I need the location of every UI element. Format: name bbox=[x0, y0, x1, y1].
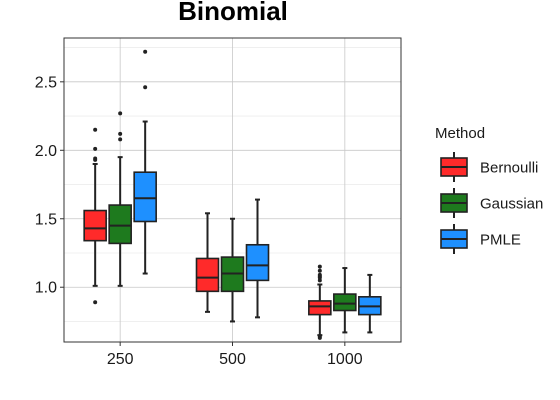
y-tick-label: 2.0 bbox=[35, 143, 57, 160]
box-bernoulli-500 bbox=[195, 212, 220, 313]
box-pmle-500 bbox=[245, 198, 270, 319]
plot-border bbox=[63, 37, 402, 343]
outlier-point bbox=[93, 127, 98, 132]
plot-area: 1.0 1.5 2.0 2.5 250 500 1000 bbox=[35, 37, 402, 368]
outlier-point bbox=[143, 85, 148, 90]
box-pmle-1000 bbox=[358, 273, 382, 334]
box-gaussian-1000 bbox=[333, 267, 357, 334]
legend-label: Bernoulli bbox=[480, 160, 538, 177]
legend-item-pmle: PMLE bbox=[440, 224, 521, 254]
box-bernoulli-250 bbox=[83, 127, 107, 305]
y-tick-label: 2.5 bbox=[35, 74, 57, 91]
outlier-point bbox=[143, 49, 148, 54]
outlier-point bbox=[93, 146, 98, 151]
outlier-point bbox=[317, 268, 322, 273]
box-gaussian-500 bbox=[220, 217, 245, 323]
legend-label: PMLE bbox=[480, 232, 521, 249]
box-iqr bbox=[308, 300, 332, 316]
legend-item-bernoulli: Bernoulli bbox=[440, 152, 538, 182]
outlier-point bbox=[317, 278, 322, 283]
box-iqr bbox=[333, 293, 357, 312]
legend-title: Method bbox=[435, 125, 485, 142]
outlier-point bbox=[93, 156, 98, 161]
box-bernoulli-1000 bbox=[308, 264, 332, 340]
x-tick-label: 500 bbox=[219, 351, 246, 368]
box-iqr bbox=[133, 171, 157, 223]
box-gaussian-250 bbox=[108, 111, 132, 287]
y-tick-label: 1.0 bbox=[35, 280, 57, 297]
outlier-point bbox=[317, 264, 322, 269]
outlier-point bbox=[317, 272, 322, 277]
x-tick-label: 1000 bbox=[327, 351, 363, 368]
legend-item-gaussian: Gaussian bbox=[440, 188, 543, 218]
outlier-point bbox=[118, 131, 123, 136]
box-iqr bbox=[245, 243, 270, 282]
outlier-point bbox=[118, 111, 123, 116]
outlier-point bbox=[118, 137, 123, 142]
legend: Method Bernoulli Gaussian PMLE bbox=[435, 125, 543, 254]
box-iqr bbox=[195, 257, 220, 293]
chart-title: Binomial bbox=[178, 0, 288, 26]
legend-label: Gaussian bbox=[480, 196, 543, 213]
box-pmle-250 bbox=[133, 49, 157, 275]
box-iqr bbox=[108, 204, 132, 245]
x-tick-label: 250 bbox=[107, 351, 134, 368]
box-iqr bbox=[83, 209, 107, 242]
outlier-point bbox=[317, 334, 322, 339]
outlier-point bbox=[93, 300, 98, 305]
y-tick-label: 1.5 bbox=[35, 211, 57, 228]
